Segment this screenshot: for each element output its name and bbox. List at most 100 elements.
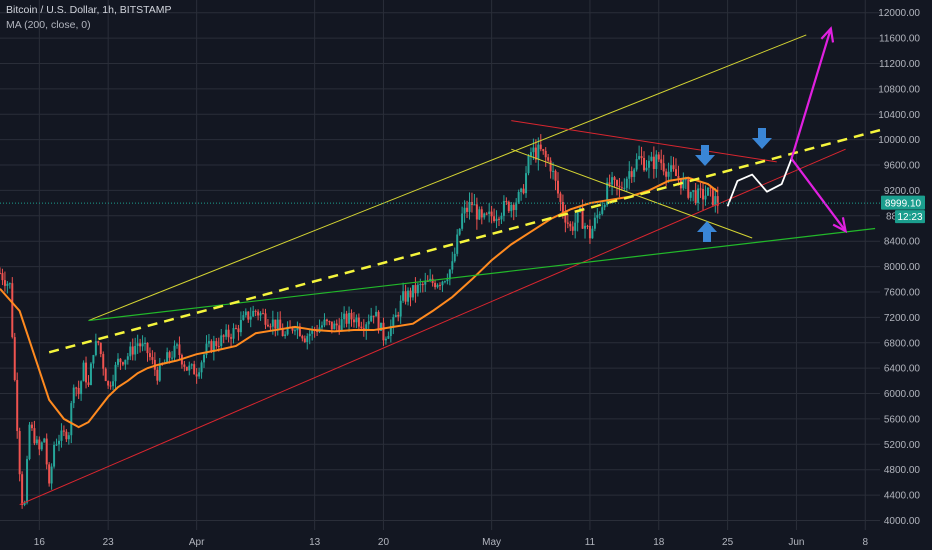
candle-body <box>188 365 191 371</box>
candle-body <box>301 336 304 339</box>
candle-body <box>591 228 594 239</box>
candle-body <box>173 345 176 358</box>
candle-body <box>375 311 378 317</box>
candle-body <box>702 188 705 200</box>
candle-body <box>50 466 53 484</box>
candle-body <box>552 170 555 172</box>
candle-body <box>667 171 670 177</box>
candle-body <box>497 218 500 220</box>
candle-body <box>230 337 233 339</box>
candle-body <box>60 430 63 441</box>
candle-body <box>136 343 139 346</box>
time-tick-label: Apr <box>189 537 205 548</box>
blue-arrow-up <box>697 221 717 242</box>
candle-body <box>426 280 429 282</box>
candle-body <box>45 438 48 465</box>
candle-body <box>343 313 346 320</box>
countdown-badge <box>895 210 925 224</box>
red-support-trendline <box>19 148 846 506</box>
candle-body <box>227 329 230 338</box>
time-tick-label: Jun <box>788 537 804 548</box>
candle-body <box>274 319 277 329</box>
price-tick-label: 6800.00 <box>884 338 921 349</box>
candle-body <box>660 159 663 164</box>
candle-body <box>554 170 557 181</box>
candle-body <box>461 213 464 229</box>
candle-body <box>141 343 144 347</box>
candle-body <box>670 165 673 172</box>
candle-body <box>542 149 545 151</box>
candle-body <box>493 216 496 222</box>
time-tick-label: 16 <box>34 537 46 548</box>
candle-body <box>146 342 149 354</box>
candle-body <box>689 191 692 198</box>
time-tick-label: 18 <box>653 537 665 548</box>
candle-body <box>352 319 355 323</box>
candle-body <box>443 281 446 283</box>
candle-body <box>714 196 717 206</box>
candle-body <box>134 345 137 355</box>
price-tick-label: 5600.00 <box>884 414 921 425</box>
candle-body <box>30 424 33 429</box>
blue-arrow-shape <box>752 128 772 149</box>
candle-body <box>333 323 336 330</box>
candle-body <box>57 440 60 445</box>
candle-body <box>239 319 242 333</box>
candle-body <box>672 165 675 170</box>
candle-body <box>207 341 210 344</box>
time-tick-label: 25 <box>722 537 734 548</box>
candle-body <box>665 171 668 177</box>
candle-body <box>397 314 400 317</box>
candle-body <box>574 222 577 231</box>
candle-body <box>316 330 319 333</box>
candle-body <box>11 283 14 338</box>
time-tick-label: 20 <box>378 537 390 548</box>
candle-body <box>65 431 68 440</box>
candle-body <box>525 173 528 194</box>
yellow-dashed-midline <box>48 128 881 354</box>
candle-body <box>6 283 9 286</box>
candle-body <box>40 442 43 450</box>
candle-body <box>225 329 228 337</box>
candle-body <box>266 324 269 327</box>
candle-body <box>293 330 296 332</box>
candle-body <box>505 201 508 203</box>
candle-body <box>387 336 390 339</box>
candle-body <box>601 207 604 214</box>
candle-body <box>21 474 24 505</box>
candle-body <box>446 279 449 282</box>
time-tick-label: 23 <box>103 537 115 548</box>
candle-body <box>561 201 564 213</box>
candle-body <box>3 280 6 286</box>
candle-body <box>1 273 4 281</box>
candle-body <box>549 160 552 172</box>
candle-body <box>28 424 31 460</box>
ma-200-line <box>0 176 719 429</box>
candle-body <box>372 315 375 317</box>
candle-body <box>262 313 265 315</box>
candle-body <box>409 290 412 298</box>
candle-body <box>647 160 650 168</box>
candle-body <box>257 311 260 316</box>
candle-body <box>242 315 245 320</box>
candle-body <box>286 326 289 335</box>
candle-body <box>281 329 284 337</box>
candle-body <box>210 341 213 352</box>
candle-body <box>75 387 78 389</box>
candle-body <box>377 311 380 331</box>
candle-body <box>222 335 225 337</box>
price-tick-label: 7200.00 <box>884 313 921 324</box>
ma-indicator-label[interactable]: MA (200, close, 0) <box>6 19 91 31</box>
candle-body <box>335 323 338 326</box>
candle-body <box>652 156 655 169</box>
candle-body <box>215 341 218 346</box>
price-tick-label: 6000.00 <box>884 389 921 400</box>
candle-body <box>490 211 493 217</box>
time-tick-label: 8 <box>862 537 868 548</box>
candle-body <box>581 207 584 229</box>
candle-body <box>539 144 542 150</box>
candle-body <box>466 207 469 212</box>
candle-body <box>87 382 90 386</box>
candle-body <box>112 381 115 387</box>
